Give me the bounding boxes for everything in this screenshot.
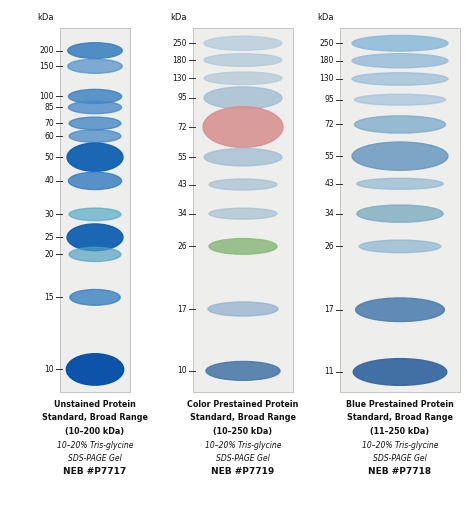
Ellipse shape: [204, 54, 282, 66]
Text: (11–250 kDa): (11–250 kDa): [371, 427, 429, 436]
Ellipse shape: [355, 116, 446, 133]
Ellipse shape: [355, 94, 446, 105]
Text: Standard, Broad Range: Standard, Broad Range: [42, 414, 148, 423]
Bar: [193, 28, 293, 392]
Text: 130: 130: [173, 74, 187, 83]
Text: SDS-PAGE Gel: SDS-PAGE Gel: [216, 454, 270, 463]
Ellipse shape: [204, 36, 282, 51]
Text: 55: 55: [177, 153, 187, 162]
Text: 85: 85: [45, 103, 54, 112]
Ellipse shape: [209, 179, 277, 190]
Text: kDa: kDa: [318, 13, 334, 22]
Ellipse shape: [209, 208, 277, 219]
Text: 11: 11: [325, 367, 334, 377]
Text: (10–250 kDa): (10–250 kDa): [213, 427, 273, 436]
Ellipse shape: [204, 72, 282, 84]
Text: 200: 200: [39, 46, 54, 55]
Text: 10: 10: [177, 366, 187, 376]
Text: 26: 26: [324, 242, 334, 251]
Text: SDS-PAGE Gel: SDS-PAGE Gel: [68, 454, 122, 463]
Ellipse shape: [67, 143, 123, 171]
Ellipse shape: [204, 148, 282, 166]
Ellipse shape: [68, 101, 122, 114]
Text: 15: 15: [45, 293, 54, 302]
Ellipse shape: [357, 205, 443, 222]
Text: NEB #P7718: NEB #P7718: [368, 467, 431, 477]
Ellipse shape: [352, 72, 448, 85]
Text: 17: 17: [177, 304, 187, 314]
Ellipse shape: [68, 172, 122, 190]
Ellipse shape: [359, 240, 441, 253]
Text: 60: 60: [44, 132, 54, 141]
Text: 250: 250: [319, 39, 334, 48]
Text: 95: 95: [324, 95, 334, 104]
Ellipse shape: [206, 362, 280, 380]
Ellipse shape: [70, 290, 120, 305]
Ellipse shape: [68, 90, 122, 104]
Text: 95: 95: [177, 93, 187, 103]
Text: 150: 150: [39, 61, 54, 71]
Text: 10: 10: [45, 365, 54, 374]
Text: Standard, Broad Range: Standard, Broad Range: [347, 414, 453, 423]
Text: 130: 130: [319, 75, 334, 83]
Text: 180: 180: [319, 56, 334, 65]
Text: (10–200 kDa): (10–200 kDa): [65, 427, 125, 436]
Ellipse shape: [68, 59, 122, 73]
Text: 250: 250: [173, 39, 187, 48]
Text: 25: 25: [45, 233, 54, 242]
Ellipse shape: [69, 247, 121, 262]
Ellipse shape: [352, 142, 448, 170]
Ellipse shape: [204, 87, 282, 109]
Text: 72: 72: [177, 122, 187, 131]
Text: NEB #P7717: NEB #P7717: [64, 467, 127, 477]
Text: 40: 40: [44, 177, 54, 185]
Ellipse shape: [69, 130, 121, 142]
Text: 34: 34: [177, 209, 187, 218]
Ellipse shape: [208, 302, 278, 316]
Text: 30: 30: [44, 210, 54, 219]
Ellipse shape: [69, 117, 121, 130]
Text: 10–20% Tris-glycine: 10–20% Tris-glycine: [57, 440, 133, 450]
Text: 20: 20: [45, 250, 54, 259]
Text: 180: 180: [173, 56, 187, 65]
Ellipse shape: [68, 43, 122, 58]
Text: 100: 100: [39, 92, 54, 101]
Ellipse shape: [357, 178, 443, 189]
Text: 10–20% Tris-glycine: 10–20% Tris-glycine: [362, 440, 438, 450]
Text: Unstained Protein: Unstained Protein: [54, 400, 136, 409]
Ellipse shape: [352, 54, 448, 68]
Text: 10–20% Tris-glycine: 10–20% Tris-glycine: [205, 440, 281, 450]
Ellipse shape: [66, 354, 124, 385]
Ellipse shape: [356, 298, 445, 321]
Ellipse shape: [209, 239, 277, 254]
Text: kDa: kDa: [171, 13, 187, 22]
Text: 43: 43: [177, 180, 187, 189]
Bar: [340, 28, 460, 392]
Text: 50: 50: [44, 153, 54, 162]
Text: Blue Prestained Protein: Blue Prestained Protein: [346, 400, 454, 409]
Text: 43: 43: [324, 179, 334, 188]
Text: kDa: kDa: [37, 13, 54, 22]
Text: 70: 70: [44, 119, 54, 128]
Ellipse shape: [352, 35, 448, 51]
Ellipse shape: [203, 107, 283, 147]
Text: NEB #P7719: NEB #P7719: [211, 467, 274, 477]
Text: 34: 34: [324, 209, 334, 218]
Ellipse shape: [353, 358, 447, 386]
Bar: [60, 28, 130, 392]
Text: 26: 26: [177, 242, 187, 251]
Text: SDS-PAGE Gel: SDS-PAGE Gel: [373, 454, 427, 463]
Text: Standard, Broad Range: Standard, Broad Range: [190, 414, 296, 423]
Text: Color Prestained Protein: Color Prestained Protein: [187, 400, 299, 409]
Text: 72: 72: [324, 120, 334, 129]
Ellipse shape: [69, 208, 121, 221]
Text: 17: 17: [324, 305, 334, 314]
Text: 55: 55: [324, 152, 334, 160]
Ellipse shape: [67, 224, 123, 251]
